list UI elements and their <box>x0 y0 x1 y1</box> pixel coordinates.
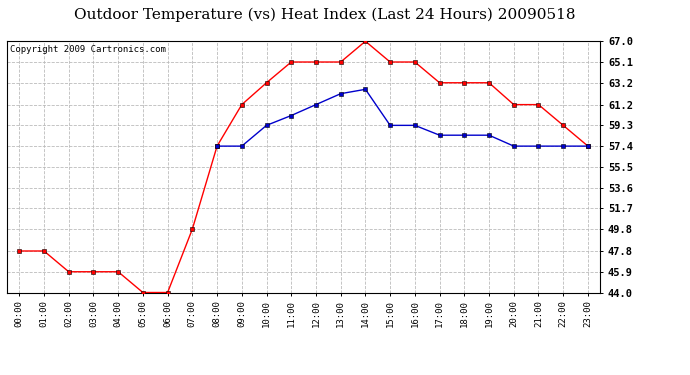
Text: Copyright 2009 Cartronics.com: Copyright 2009 Cartronics.com <box>10 45 166 54</box>
Text: Outdoor Temperature (vs) Heat Index (Last 24 Hours) 20090518: Outdoor Temperature (vs) Heat Index (Las… <box>74 8 575 22</box>
